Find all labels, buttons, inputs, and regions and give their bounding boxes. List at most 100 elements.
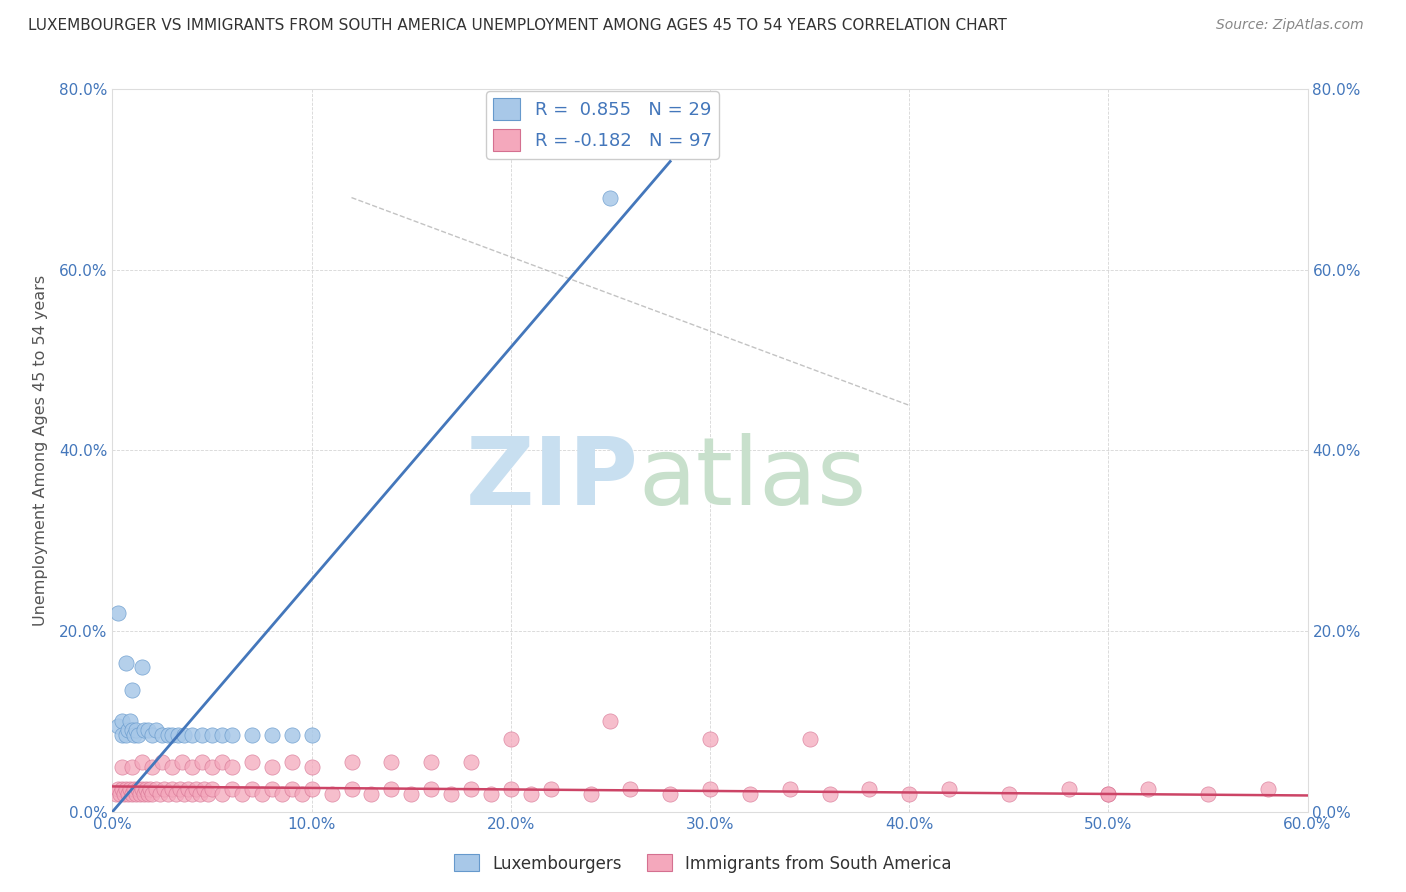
Point: [699, 732, 721, 747]
Point: [125, 723, 148, 738]
Point: [167, 728, 190, 742]
Point: [107, 606, 129, 620]
Point: [858, 782, 880, 797]
Point: [301, 759, 323, 773]
Point: [145, 723, 167, 738]
Legend: Luxembourgers, Immigrants from South America: Luxembourgers, Immigrants from South Ame…: [447, 847, 959, 880]
Point: [380, 782, 402, 797]
Point: [193, 782, 215, 797]
Legend: R =  0.855   N = 29, R = -0.182   N = 97: R = 0.855 N = 29, R = -0.182 N = 97: [486, 91, 718, 159]
Point: [165, 787, 187, 801]
Point: [898, 787, 921, 801]
Point: [1197, 787, 1219, 801]
Point: [131, 660, 153, 674]
Point: [181, 759, 204, 773]
Point: [181, 728, 204, 742]
Point: [186, 782, 208, 797]
Point: [360, 787, 382, 801]
Point: [121, 759, 143, 773]
Point: [124, 782, 146, 797]
Point: [281, 782, 304, 797]
Point: [540, 782, 562, 797]
Text: atlas: atlas: [638, 434, 866, 525]
Point: [998, 787, 1021, 801]
Point: [114, 787, 135, 801]
Point: [188, 787, 211, 801]
Point: [138, 787, 160, 801]
Point: [401, 787, 423, 801]
Point: [173, 728, 195, 742]
Point: [579, 787, 602, 801]
Point: [111, 728, 134, 742]
Point: [779, 782, 801, 797]
Point: [121, 682, 143, 697]
Point: [250, 787, 273, 801]
Point: [440, 787, 463, 801]
Point: [818, 787, 841, 801]
Point: [197, 787, 219, 801]
Point: [138, 723, 160, 738]
Point: [380, 755, 402, 769]
Text: ZIP: ZIP: [465, 434, 638, 525]
Point: [125, 787, 148, 801]
Point: [181, 787, 204, 801]
Point: [141, 728, 163, 742]
Point: [115, 728, 138, 742]
Point: [157, 787, 180, 801]
Point: [520, 787, 543, 801]
Point: [150, 755, 173, 769]
Point: [281, 755, 304, 769]
Point: [145, 782, 167, 797]
Y-axis label: Unemployment Among Ages 45 to 54 years: Unemployment Among Ages 45 to 54 years: [32, 275, 48, 626]
Point: [115, 782, 138, 797]
Point: [117, 723, 139, 738]
Point: [211, 787, 233, 801]
Point: [191, 755, 214, 769]
Point: [599, 714, 621, 729]
Point: [131, 782, 153, 797]
Text: LUXEMBOURGER VS IMMIGRANTS FROM SOUTH AMERICA UNEMPLOYMENT AMONG AGES 45 TO 54 Y: LUXEMBOURGER VS IMMIGRANTS FROM SOUTH AM…: [28, 18, 1007, 33]
Point: [301, 728, 323, 742]
Point: [139, 782, 162, 797]
Point: [107, 719, 129, 733]
Point: [211, 755, 233, 769]
Point: [121, 787, 143, 801]
Point: [111, 782, 134, 797]
Point: [699, 782, 721, 797]
Point: [240, 728, 263, 742]
Point: [191, 728, 214, 742]
Point: [134, 787, 156, 801]
Point: [301, 782, 323, 797]
Point: [141, 759, 163, 773]
Point: [149, 787, 172, 801]
Point: [221, 782, 243, 797]
Point: [281, 728, 304, 742]
Point: [260, 728, 283, 742]
Point: [157, 728, 180, 742]
Point: [131, 755, 153, 769]
Point: [141, 787, 163, 801]
Point: [173, 787, 195, 801]
Point: [738, 787, 761, 801]
Point: [150, 728, 173, 742]
Point: [201, 782, 224, 797]
Point: [162, 728, 183, 742]
Point: [169, 782, 191, 797]
Point: [221, 759, 243, 773]
Point: [231, 787, 253, 801]
Point: [799, 732, 821, 747]
Point: [321, 787, 343, 801]
Point: [134, 723, 156, 738]
Point: [1097, 787, 1119, 801]
Text: Source: ZipAtlas.com: Source: ZipAtlas.com: [1216, 18, 1364, 32]
Point: [240, 755, 263, 769]
Point: [201, 728, 224, 742]
Point: [420, 782, 443, 797]
Point: [499, 782, 522, 797]
Point: [120, 714, 142, 729]
Point: [240, 782, 263, 797]
Point: [115, 656, 138, 670]
Point: [111, 759, 134, 773]
Point: [127, 782, 149, 797]
Point: [105, 787, 128, 801]
